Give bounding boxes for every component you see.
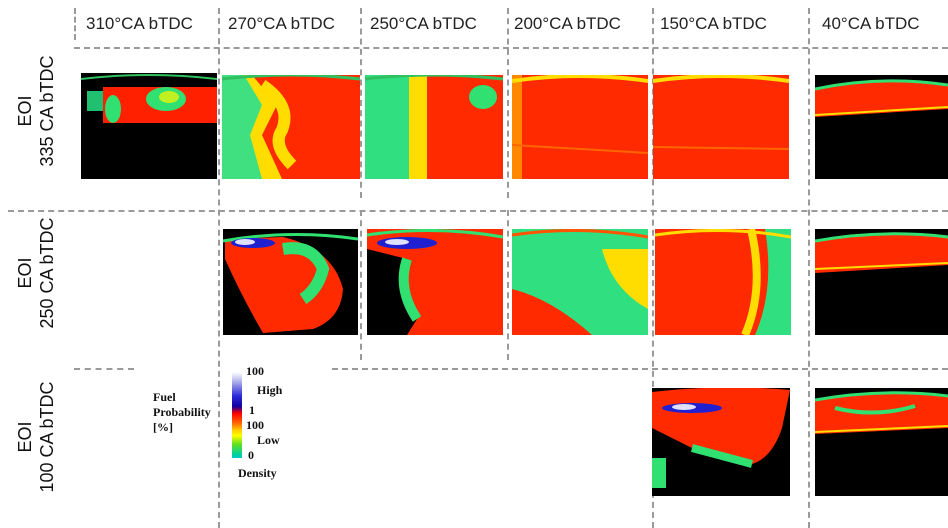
fuel-image-eoi250-200 bbox=[512, 229, 648, 335]
col-header-310: 310°CA bTDC bbox=[86, 14, 193, 33]
row-header-eoi-335: EOI 335 CA bTDC bbox=[14, 26, 64, 196]
grid-divider bbox=[218, 8, 220, 528]
fuel-image-eoi335-150 bbox=[653, 75, 789, 179]
fuel-image-eoi335-40 bbox=[815, 75, 948, 179]
grid-divider bbox=[8, 210, 948, 212]
legend-label-high: High bbox=[257, 383, 283, 397]
legend-title-line2: Probability bbox=[153, 405, 211, 419]
fuel-image-eoi335-270 bbox=[222, 75, 360, 179]
grid-divider bbox=[74, 8, 76, 40]
grid-divider bbox=[507, 8, 509, 198]
grid-divider bbox=[808, 8, 810, 528]
grid-divider bbox=[507, 210, 509, 360]
grid-divider bbox=[332, 368, 948, 370]
row-header-eoi-100: EOI 100 CA bTDC bbox=[14, 352, 64, 522]
legend-title: Fuel Probability [%] bbox=[153, 390, 211, 435]
row-header-line2: 335 CA bTDC bbox=[37, 55, 57, 167]
fuel-image-eoi335-200 bbox=[512, 75, 648, 179]
legend-title-line3: [%] bbox=[153, 420, 173, 434]
grid-divider bbox=[652, 8, 654, 528]
fuel-image-eoi250-150 bbox=[655, 229, 791, 335]
row-header-line1: EOI bbox=[15, 95, 35, 127]
legend-title-line1: Fuel bbox=[153, 390, 176, 404]
grid-divider bbox=[360, 210, 362, 360]
row-header-line2: 100 CA bTDC bbox=[37, 381, 57, 493]
legend-tick-100-mid: 100 bbox=[246, 418, 264, 432]
grid-divider bbox=[74, 368, 134, 370]
fuel-image-eoi100-40 bbox=[815, 388, 948, 496]
col-header-250: 250°CA bTDC bbox=[370, 14, 477, 33]
legend-colorbar bbox=[232, 372, 242, 458]
fuel-image-eoi335-250 bbox=[365, 75, 503, 179]
fuel-image-eoi335-310 bbox=[81, 73, 217, 179]
col-header-270: 270°CA bTDC bbox=[228, 14, 335, 33]
grid-divider bbox=[360, 8, 362, 198]
col-header-200: 200°CA bTDC bbox=[514, 14, 621, 33]
row-header-line1: EOI bbox=[15, 257, 35, 289]
fuel-image-eoi250-270 bbox=[223, 229, 358, 335]
fuel-image-eoi250-40 bbox=[815, 229, 948, 335]
row-header-line2: 250 CA bTDC bbox=[37, 217, 57, 329]
legend-tick-100-top: 100 bbox=[246, 364, 264, 378]
legend-label-density: Density bbox=[238, 466, 277, 480]
row-header-eoi-250: EOI 250 CA bTDC bbox=[14, 188, 64, 358]
col-header-40: 40°CA bTDC bbox=[822, 14, 920, 33]
fuel-image-eoi250-250 bbox=[367, 229, 503, 335]
grid-divider bbox=[74, 47, 948, 49]
legend-tick-1: 1 bbox=[249, 403, 255, 417]
legend-tick-0: 0 bbox=[248, 448, 254, 462]
fuel-image-eoi100-150 bbox=[652, 388, 790, 496]
col-header-150: 150°CA bTDC bbox=[660, 14, 767, 33]
row-header-line1: EOI bbox=[15, 421, 35, 453]
legend-label-low: Low bbox=[257, 433, 280, 447]
